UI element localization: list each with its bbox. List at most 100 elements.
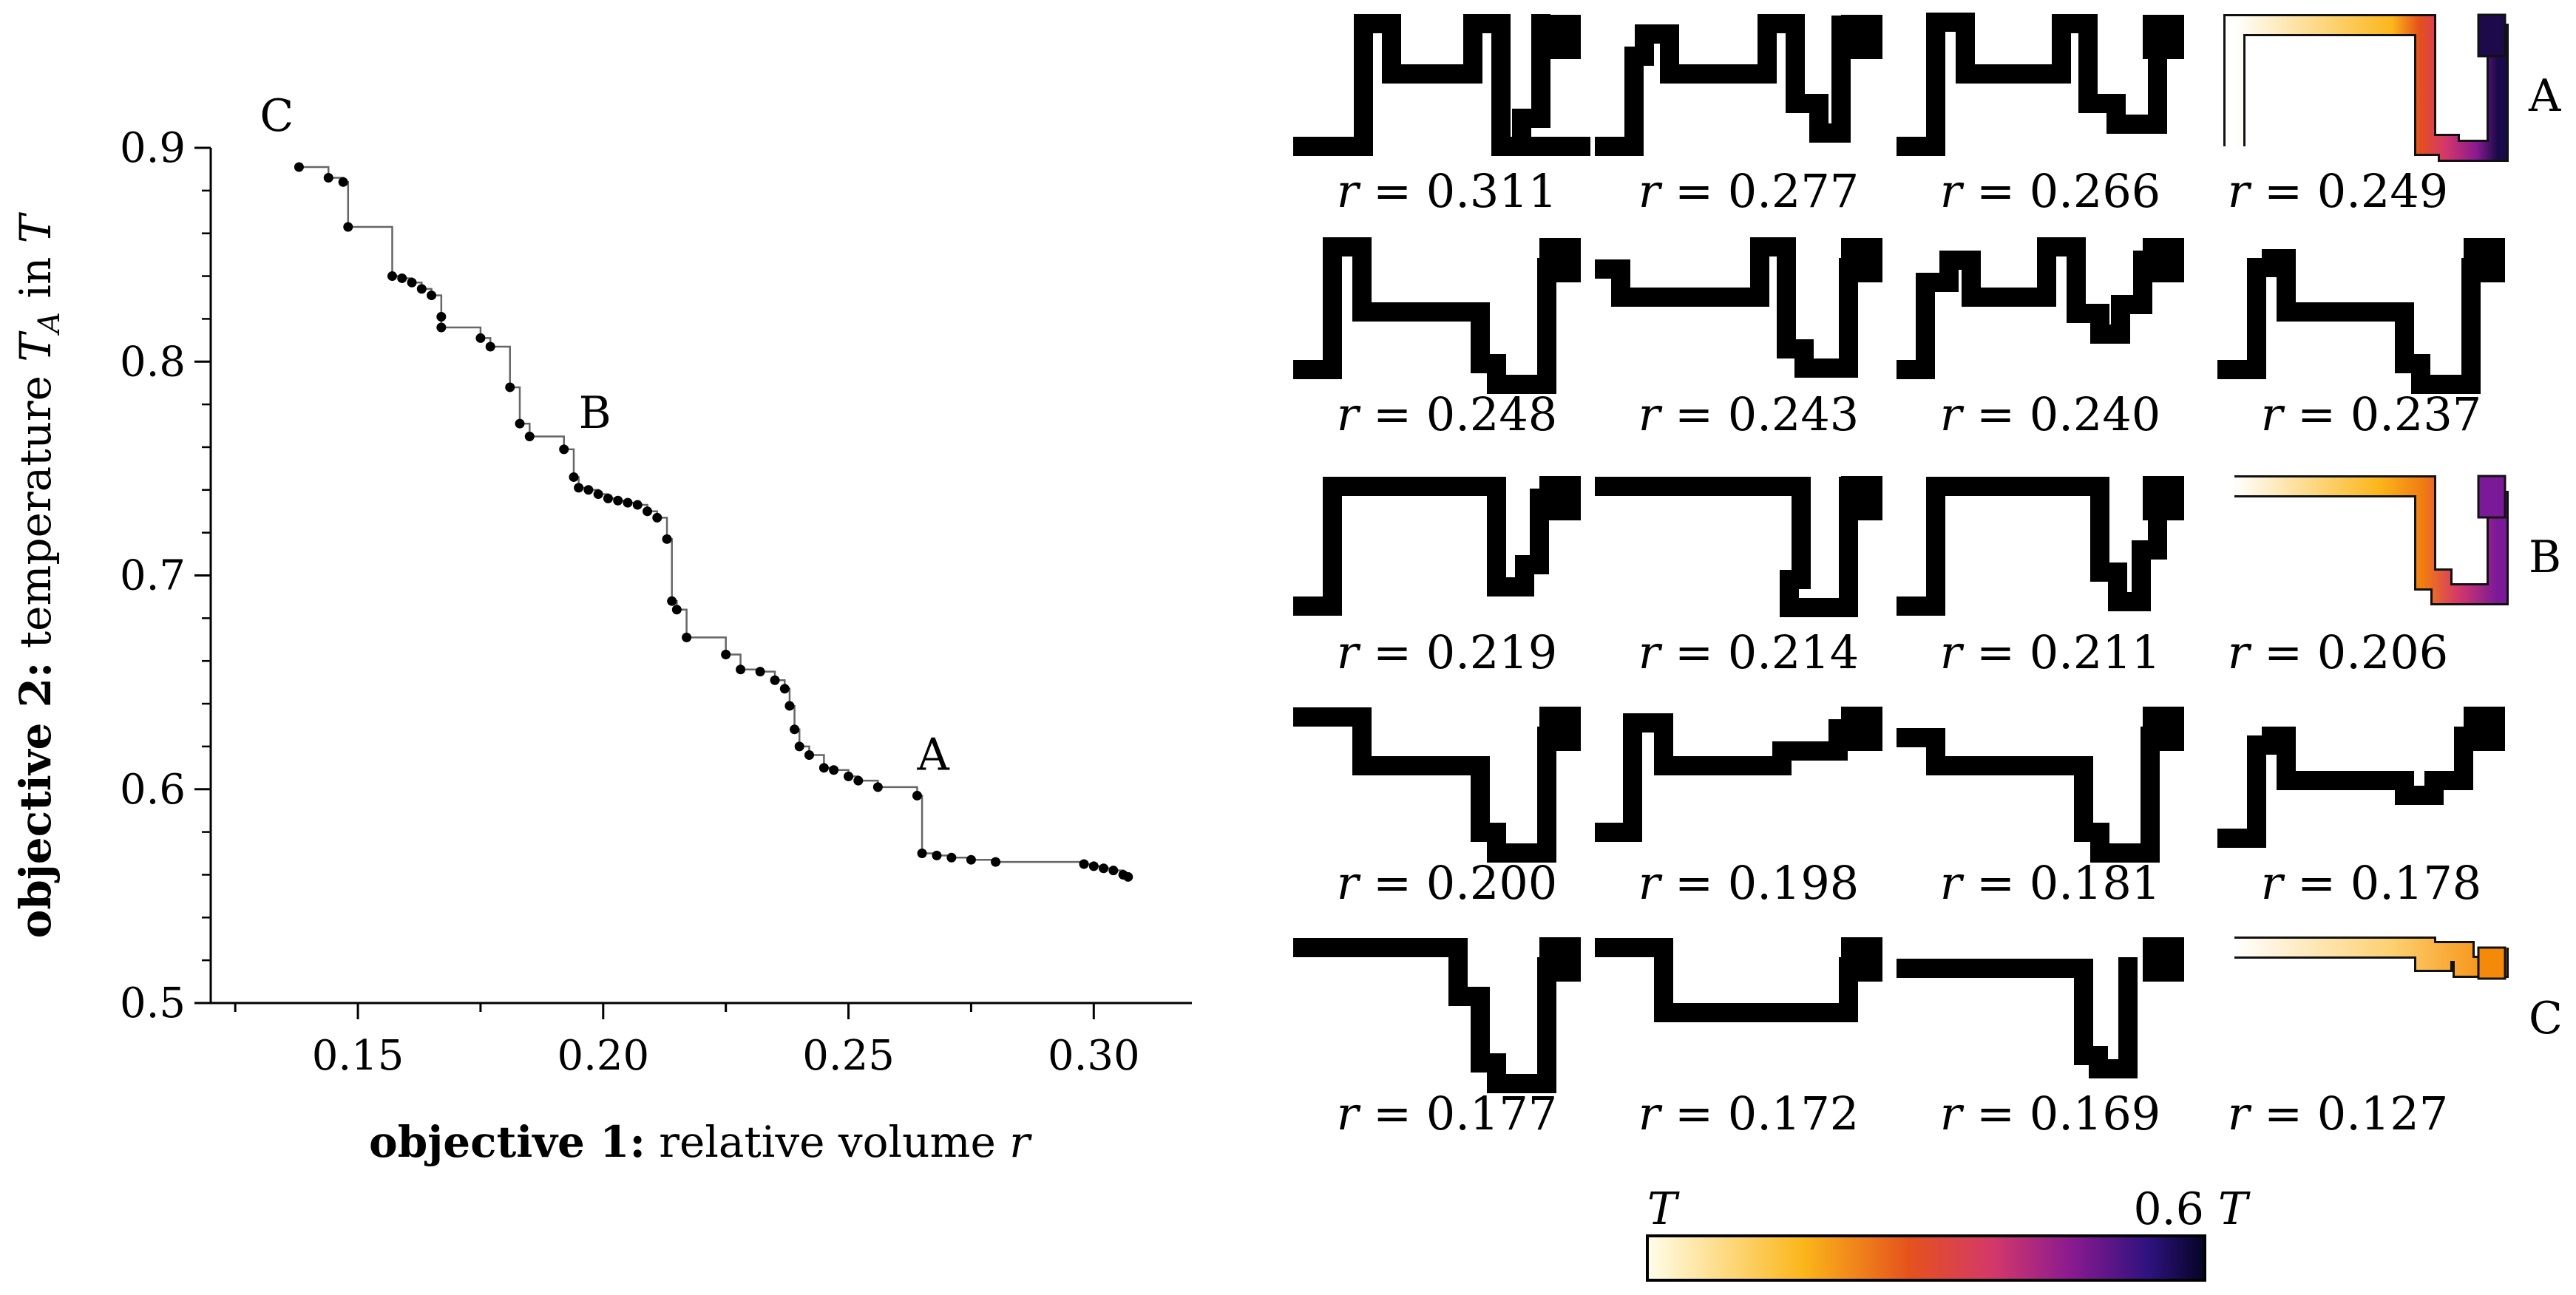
r-value-label: r = 0.178 — [2261, 856, 2482, 910]
heat-source-block — [2477, 946, 2506, 980]
data-point — [485, 341, 495, 352]
data-point — [294, 162, 304, 172]
design-cell — [2223, 13, 2509, 162]
colorbar-left-label: T — [1647, 1183, 1680, 1235]
design-shape — [1897, 477, 2167, 616]
colorbar-right-label: 0.6 T — [2133, 1183, 2251, 1235]
design-cell — [2217, 238, 2505, 394]
heat-source-block — [2477, 475, 2506, 519]
y-tick-label: 0.9 — [120, 124, 186, 172]
design-cell — [1293, 237, 1581, 394]
source-block — [2143, 476, 2184, 520]
data-point — [853, 775, 864, 786]
data-point — [829, 765, 839, 775]
design-cell — [1595, 476, 1882, 617]
data-point — [505, 382, 515, 392]
data-point — [912, 790, 922, 801]
design-shape — [1897, 237, 2152, 379]
source-block — [1841, 937, 1882, 982]
data-point — [603, 493, 613, 503]
data-point — [790, 724, 800, 735]
design-cell — [2217, 707, 2505, 848]
design-cell — [1897, 937, 2184, 1078]
source-block — [2143, 238, 2184, 282]
annotation-B: B — [579, 387, 611, 439]
data-point — [416, 284, 427, 294]
r-value-label: r = 0.277 — [1638, 164, 1860, 218]
x-tick-label: 0.15 — [312, 1032, 404, 1080]
data-point — [613, 495, 623, 506]
data-point — [623, 497, 633, 508]
design-heat — [2234, 477, 2506, 603]
design-grid: r = 0.311 r = 0.277 r = 0.266 r = 0.249 r = … — [1293, 13, 2563, 1141]
design-cell — [1595, 707, 1882, 842]
design-shape — [1293, 477, 1549, 616]
data-point — [794, 741, 804, 752]
ticks: 0.15 0.20 0.25 0.30 0.5 0.6 0.7 0.8 0.9 — [120, 124, 1140, 1080]
design-cell — [1897, 13, 2184, 156]
r-value-label: r = 0.169 — [1940, 1087, 2161, 1141]
data-point — [387, 271, 397, 282]
data-point — [966, 854, 976, 865]
design-outline — [2234, 475, 2509, 605]
y-axis-label: objective 2: temperature TA in T — [10, 211, 67, 938]
r-value-label: r = 0.311 — [1337, 164, 1558, 218]
design-shape — [1595, 713, 1848, 842]
data-point — [397, 273, 407, 283]
data-point — [784, 701, 795, 711]
data-point — [1079, 859, 1089, 869]
data-point — [338, 177, 348, 187]
design-shape — [1897, 13, 2167, 156]
r-value-label: r = 0.249 — [2228, 164, 2449, 218]
data-point — [559, 444, 569, 455]
r-value-label: r = 0.240 — [1940, 387, 2161, 441]
source-block — [1841, 15, 1882, 59]
data-point — [755, 667, 765, 677]
source-block — [1841, 238, 1882, 282]
data-point — [524, 431, 535, 441]
design-shape — [1595, 237, 1858, 378]
source-block — [2464, 707, 2505, 751]
data-point — [662, 534, 672, 544]
data-point — [436, 312, 447, 322]
colorbar: T 0.6 T — [1646, 1183, 2251, 1282]
design-shape — [1293, 707, 1556, 863]
data-point — [932, 850, 942, 860]
design-cell — [1293, 14, 1590, 156]
r-value-label: r = 0.177 — [1337, 1087, 1558, 1141]
data-point — [427, 290, 437, 301]
data-point — [1099, 863, 1109, 874]
x-tick-label: 0.30 — [1048, 1032, 1140, 1080]
design-cell — [1293, 937, 1581, 1093]
source-block — [1539, 937, 1581, 982]
design-cell — [2234, 937, 2509, 980]
source-block — [1841, 707, 1882, 751]
row-label-B: B — [2529, 531, 2561, 583]
r-value-label: r = 0.266 — [1940, 164, 2161, 218]
r-value-label: r = 0.200 — [1337, 856, 1558, 910]
design-cell — [1293, 476, 1581, 616]
source-block — [1841, 476, 1882, 520]
data-point — [515, 418, 525, 429]
design-shape — [1897, 957, 2138, 1078]
heat-source-block — [2477, 13, 2506, 58]
row-label-A: A — [2528, 70, 2561, 122]
r-value-label: r = 0.198 — [1638, 856, 1860, 910]
data-point — [818, 763, 829, 773]
data-point — [574, 483, 584, 493]
pareto-points — [294, 162, 1133, 882]
r-value-label: r = 0.237 — [2261, 387, 2482, 441]
design-shape — [1595, 938, 1858, 1022]
data-point — [323, 172, 333, 183]
r-value-label: r = 0.248 — [1337, 387, 1558, 441]
data-point — [652, 512, 662, 523]
design-cell — [1293, 707, 1581, 863]
data-point — [1088, 861, 1099, 871]
design-cell — [1595, 237, 1882, 378]
data-point — [844, 771, 854, 781]
source-block — [2464, 238, 2505, 282]
source-block — [1539, 15, 1581, 59]
x-axis-label: objective 1: relative volume r — [369, 1117, 1032, 1167]
data-point — [583, 485, 594, 495]
